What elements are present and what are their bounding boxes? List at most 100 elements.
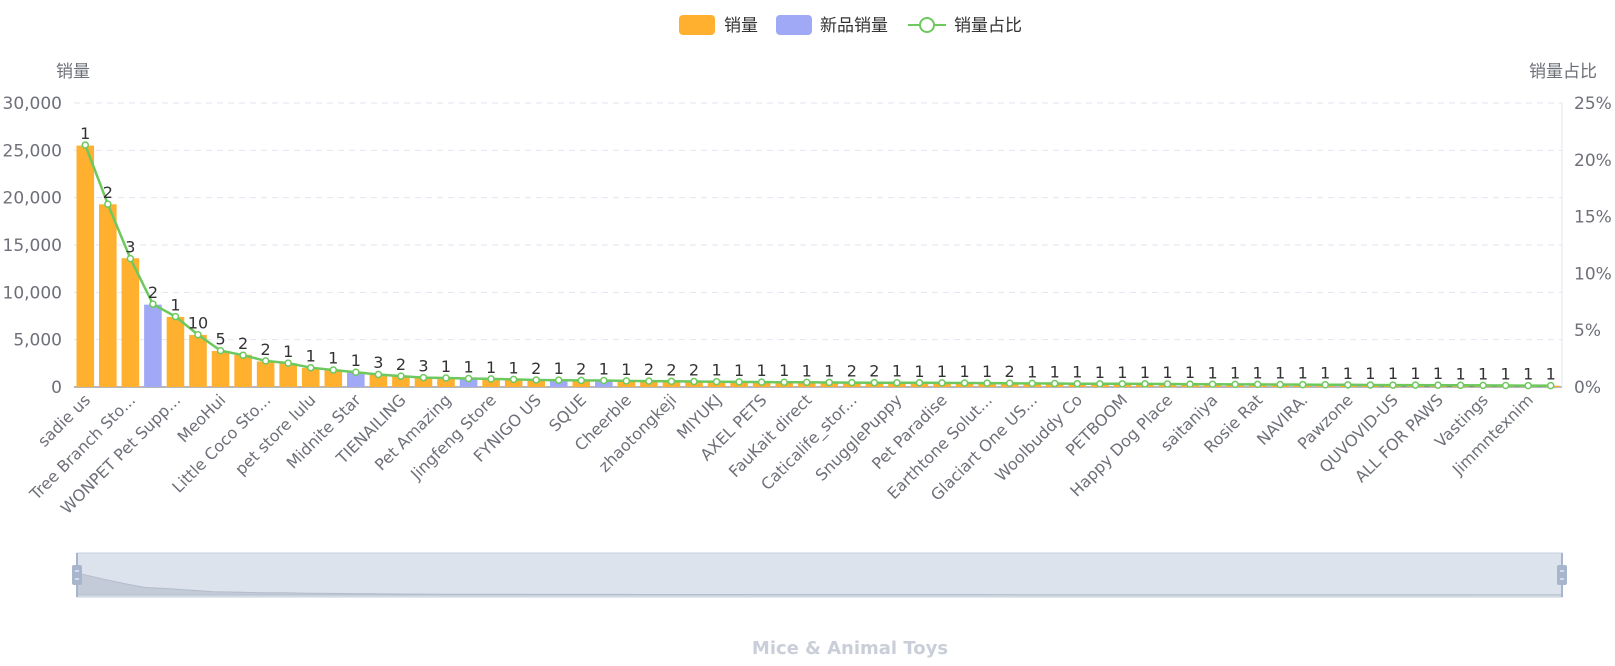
bar-sales[interactable] bbox=[324, 369, 343, 387]
share-point[interactable] bbox=[487, 375, 495, 383]
share-point[interactable] bbox=[554, 376, 563, 384]
share-point[interactable] bbox=[284, 359, 292, 367]
bar-sales[interactable] bbox=[211, 351, 230, 387]
share-point[interactable] bbox=[600, 376, 608, 385]
datazoom-slider[interactable] bbox=[72, 552, 1567, 598]
share-point[interactable] bbox=[1276, 380, 1284, 389]
share-point[interactable] bbox=[780, 378, 788, 386]
y-right-tick-label: 5% bbox=[1574, 321, 1601, 341]
share-point[interactable] bbox=[1546, 381, 1555, 390]
share-point[interactable] bbox=[848, 378, 856, 387]
share-point[interactable] bbox=[1479, 381, 1487, 390]
share-point[interactable] bbox=[1434, 381, 1442, 389]
bar-sales[interactable] bbox=[369, 374, 388, 387]
share-point[interactable] bbox=[1456, 381, 1465, 390]
share-point[interactable] bbox=[1005, 379, 1014, 388]
share-point[interactable] bbox=[352, 368, 360, 376]
share-point[interactable] bbox=[532, 376, 540, 384]
share-point[interactable] bbox=[667, 377, 676, 386]
share-point[interactable] bbox=[509, 375, 518, 384]
share-point[interactable] bbox=[1298, 380, 1307, 389]
bar-sales[interactable] bbox=[437, 378, 455, 387]
bar-sales[interactable] bbox=[504, 379, 523, 387]
legend-item-share[interactable]: 销量占比 bbox=[908, 16, 1022, 36]
share-point[interactable] bbox=[171, 312, 180, 321]
share-point[interactable] bbox=[329, 366, 338, 374]
share-point[interactable] bbox=[1118, 380, 1127, 388]
share-point[interactable] bbox=[374, 370, 383, 379]
datazoom-right-handle[interactable] bbox=[1557, 565, 1567, 585]
share-point[interactable] bbox=[825, 378, 834, 387]
share-point[interactable] bbox=[1141, 380, 1149, 388]
share-point[interactable] bbox=[81, 141, 90, 149]
share-point[interactable] bbox=[960, 379, 969, 387]
legend[interactable]: 销量 新品销量 销量占比 bbox=[679, 15, 1022, 36]
share-point[interactable] bbox=[1073, 379, 1082, 388]
share-point[interactable] bbox=[1050, 379, 1059, 388]
bar-sales[interactable] bbox=[279, 363, 297, 387]
share-point[interactable] bbox=[239, 351, 247, 359]
data-label: 1 bbox=[779, 361, 789, 380]
share-point[interactable] bbox=[1366, 381, 1375, 389]
share-point[interactable] bbox=[1253, 380, 1262, 389]
share-point[interactable] bbox=[442, 374, 450, 382]
x-tick-label: QUVOVID-US bbox=[1316, 390, 1402, 476]
bar-sales[interactable] bbox=[301, 368, 320, 387]
share-point[interactable] bbox=[149, 300, 157, 308]
share-point[interactable] bbox=[712, 377, 721, 386]
share-point[interactable] bbox=[464, 374, 473, 383]
bar-sales[interactable] bbox=[414, 377, 433, 387]
y-axis-right-title: 销量占比 bbox=[1529, 62, 1597, 82]
share-point[interactable] bbox=[216, 346, 225, 355]
share-point[interactable] bbox=[1389, 381, 1397, 389]
data-label: 1 bbox=[1162, 363, 1172, 382]
share-point[interactable] bbox=[893, 379, 901, 387]
bar-new-sales[interactable] bbox=[459, 378, 478, 387]
share-point[interactable] bbox=[690, 377, 698, 386]
bar-sales[interactable] bbox=[482, 378, 500, 387]
share-point[interactable] bbox=[1321, 380, 1330, 389]
share-point[interactable] bbox=[1208, 380, 1217, 389]
share-point[interactable] bbox=[1501, 381, 1510, 390]
bar-sales[interactable] bbox=[166, 316, 185, 387]
share-point[interactable] bbox=[802, 378, 811, 387]
datazoom-track[interactable] bbox=[76, 552, 1563, 598]
bar-new-sales[interactable] bbox=[347, 371, 365, 387]
bar-sales[interactable] bbox=[99, 204, 117, 387]
share-point[interactable] bbox=[1411, 381, 1420, 389]
data-label: 10 bbox=[188, 314, 208, 333]
share-point[interactable] bbox=[622, 377, 631, 385]
datazoom-left-handle[interactable] bbox=[72, 565, 82, 585]
share-point[interactable] bbox=[1231, 380, 1239, 389]
share-point[interactable] bbox=[194, 330, 202, 339]
share-point[interactable] bbox=[915, 379, 924, 387]
bar-sales[interactable] bbox=[189, 334, 207, 387]
share-point[interactable] bbox=[1163, 380, 1172, 388]
share-point[interactable] bbox=[645, 377, 653, 385]
share-point[interactable] bbox=[1096, 380, 1104, 388]
share-point[interactable] bbox=[397, 372, 405, 380]
share-point[interactable] bbox=[938, 379, 946, 387]
share-point[interactable] bbox=[1028, 379, 1036, 388]
share-point[interactable] bbox=[757, 378, 766, 386]
bar-sales[interactable] bbox=[256, 361, 275, 387]
share-point[interactable] bbox=[1186, 380, 1194, 388]
share-point[interactable] bbox=[870, 378, 879, 387]
bar-sales[interactable] bbox=[121, 258, 140, 387]
share-point[interactable] bbox=[577, 376, 586, 385]
share-point[interactable] bbox=[419, 373, 428, 382]
bar-sales[interactable] bbox=[76, 145, 95, 387]
share-point[interactable] bbox=[104, 200, 112, 208]
share-point[interactable] bbox=[1344, 381, 1352, 389]
share-point[interactable] bbox=[261, 357, 270, 365]
share-point[interactable] bbox=[306, 363, 315, 372]
legend-item-sales[interactable]: 销量 bbox=[679, 15, 758, 36]
bar-sales[interactable] bbox=[392, 376, 410, 387]
share-point[interactable] bbox=[735, 378, 743, 386]
share-point[interactable] bbox=[1524, 381, 1532, 390]
share-point[interactable] bbox=[983, 379, 991, 387]
bar-sales[interactable] bbox=[234, 354, 252, 387]
bar-new-sales[interactable] bbox=[144, 304, 162, 387]
legend-item-new-sales[interactable]: 新品销量 bbox=[776, 15, 888, 36]
share-point[interactable] bbox=[126, 254, 135, 263]
